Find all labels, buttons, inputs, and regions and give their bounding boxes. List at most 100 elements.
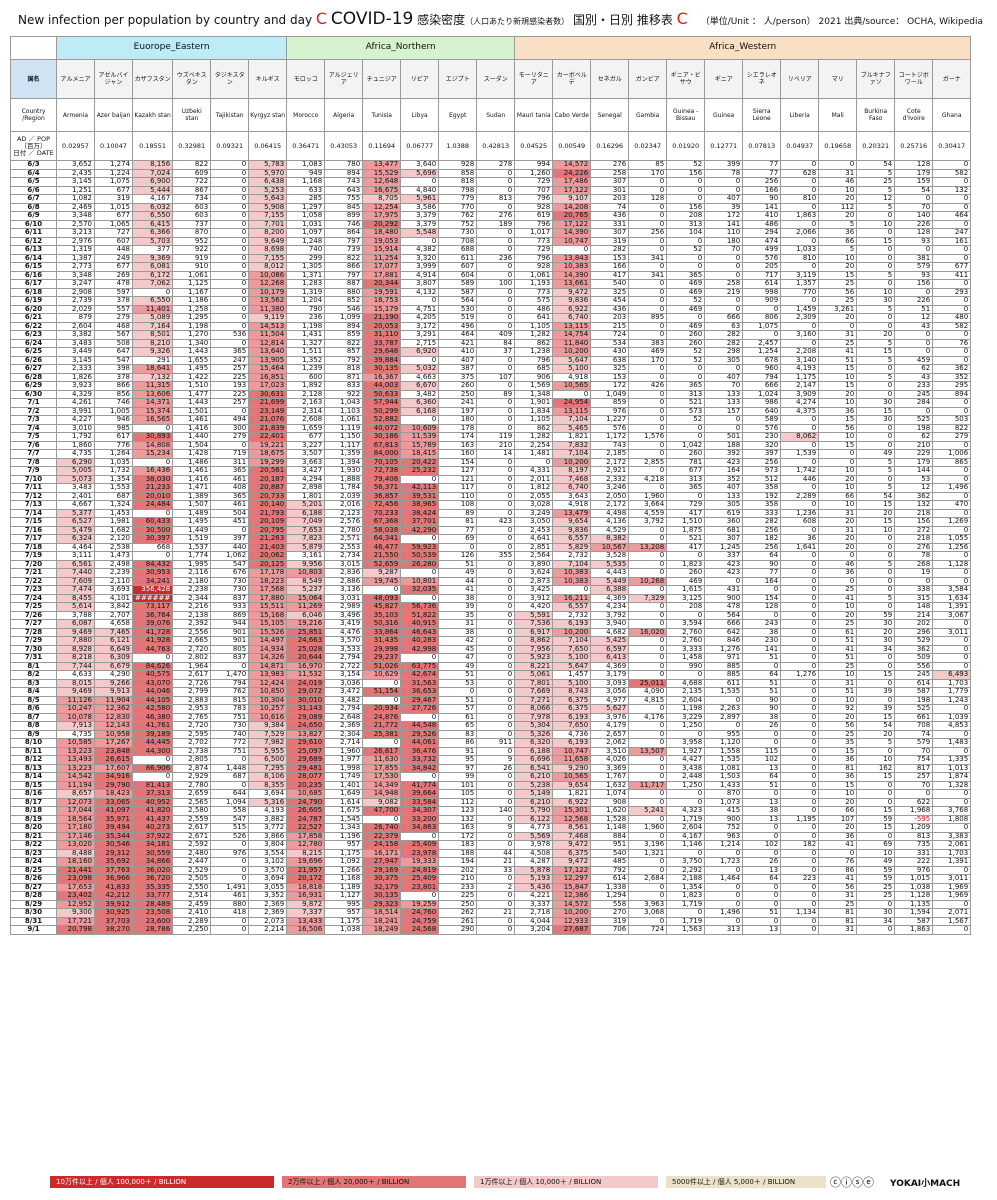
value-cell: 2,799 <box>172 687 212 697</box>
value-cell: 14,948 <box>362 789 402 799</box>
value-cell: 4,977 <box>590 695 630 705</box>
table-row: 9/1 20,798 38,270 28,786 2,250 0 2,214 16,506 1,… <box>10 925 972 935</box>
value-cell: 0 <box>780 440 820 450</box>
value-cell: 51 <box>818 653 858 663</box>
value-cell: 0 <box>400 534 440 544</box>
value-cell: 0 <box>932 474 972 484</box>
value-cell: 4,294 <box>286 474 326 484</box>
value-cell: 1,391 <box>932 602 972 612</box>
value-cell: 0 <box>780 797 820 807</box>
value-cell: 42,580 <box>131 704 174 714</box>
value-cell: 49 <box>856 857 896 867</box>
value-cell: 9,119 <box>248 313 288 323</box>
value-cell: 30,397 <box>131 534 174 544</box>
value-cell: 676 <box>210 568 250 578</box>
value-cell: 23,508 <box>131 908 174 918</box>
date-cell: 7/14 <box>10 508 57 518</box>
value-cell: 10 <box>818 398 858 408</box>
value-cell: 0 <box>362 738 402 748</box>
value-cell: 2,116 <box>172 568 212 578</box>
value-cell: 952 <box>172 236 212 246</box>
value-cell: 1,461 <box>172 466 212 476</box>
value-cell: 6,087 <box>56 619 95 629</box>
value-cell: 284 <box>894 398 934 408</box>
value-cell: 870 <box>172 228 212 238</box>
value-cell: 35 <box>818 738 858 748</box>
value-cell: 1,675 <box>324 806 364 816</box>
value-cell: 13,223 <box>56 763 95 773</box>
value-cell: 0 <box>400 712 440 722</box>
value-cell: 9,836 <box>552 296 592 306</box>
date-cell: 7/26 <box>10 610 57 620</box>
value-cell: 360 <box>704 517 744 527</box>
value-cell: 677 <box>932 262 972 272</box>
value-cell: 56,371 <box>362 483 402 493</box>
population-cell: 0.07813 <box>742 131 782 161</box>
value-cell: 285 <box>286 194 326 204</box>
value-cell: 9,872 <box>286 899 326 909</box>
value-cell: 13,208 <box>628 542 668 552</box>
date-cell: 6/16 <box>10 270 57 280</box>
value-cell: 421 <box>438 338 478 348</box>
country-en: Egypt <box>438 98 478 132</box>
value-cell: 13,640 <box>248 347 288 357</box>
value-cell: 25 <box>856 891 896 901</box>
value-cell: 2,617 <box>172 670 212 680</box>
value-cell: 10,179 <box>248 287 288 297</box>
value-cell: 668 <box>131 542 174 552</box>
value-cell: 77 <box>438 525 478 535</box>
country-en: Gambia <box>628 98 668 132</box>
value-cell: 2,897 <box>704 712 744 722</box>
value-cell: 3,909 <box>780 389 820 399</box>
value-cell: 25 <box>856 882 896 892</box>
value-cell: 10,200 <box>552 457 592 467</box>
value-cell: 164 <box>704 466 744 476</box>
value-cell: 1,486 <box>172 457 212 467</box>
table-row: 7/13 4,667 1,324 24,484 1,507 461 20,140 5,201 2… <box>10 500 972 510</box>
value-cell: 0 <box>932 619 972 629</box>
value-cell: 341 <box>628 253 668 263</box>
value-cell: 20 <box>856 627 896 637</box>
country-en: Guinea <box>704 98 744 132</box>
value-cell: 5,100 <box>552 364 592 374</box>
value-cell: 3,352 <box>248 891 288 901</box>
value-cell: 51 <box>742 653 782 663</box>
country-jp: スーダン <box>476 59 516 99</box>
value-cell: 262 <box>438 908 478 918</box>
value-cell: 31 <box>818 891 858 901</box>
value-cell: 90 <box>742 704 782 714</box>
value-cell: 7,468 <box>552 831 592 841</box>
value-cell: 282 <box>704 330 744 340</box>
value-cell: 1,172 <box>590 432 630 442</box>
value-cell: 0 <box>704 253 744 263</box>
value-cell: 0 <box>628 772 668 782</box>
value-cell: 17,023 <box>248 381 288 391</box>
value-cell: 313 <box>666 389 706 399</box>
value-cell: 576 <box>590 423 630 433</box>
value-cell: 132 <box>438 814 478 824</box>
value-cell: 0 <box>476 398 516 408</box>
value-cell: 2,039 <box>324 491 364 501</box>
value-cell: 375 <box>438 372 478 382</box>
value-cell: 2,592 <box>172 840 212 850</box>
value-cell: 1,274 <box>94 160 133 170</box>
value-cell: 5,449 <box>590 576 630 586</box>
value-cell: 43,070 <box>131 678 174 688</box>
value-cell: 933 <box>210 602 250 612</box>
table-row: 6/20 2,029 557 11,401 1,258 0 11,380 790 546 15,1… <box>10 304 972 314</box>
value-cell: 894 <box>324 168 364 178</box>
value-cell: 1,038 <box>324 925 364 935</box>
date-cell: 8/30 <box>10 908 57 918</box>
value-cell: 34,916 <box>94 772 133 782</box>
value-cell: 0 <box>362 814 402 824</box>
value-cell: 2,062 <box>590 738 630 748</box>
value-cell: 640 <box>742 406 782 416</box>
date-cell: 7/30 <box>10 644 57 654</box>
value-cell: 4,044 <box>514 916 554 926</box>
value-cell: 36 <box>818 228 858 238</box>
date-cell: 7/8 <box>10 457 57 467</box>
value-cell: 41,097 <box>94 806 133 816</box>
value-cell: 119 <box>476 432 516 442</box>
value-cell: 0 <box>742 738 782 748</box>
value-cell: 0 <box>476 355 516 365</box>
